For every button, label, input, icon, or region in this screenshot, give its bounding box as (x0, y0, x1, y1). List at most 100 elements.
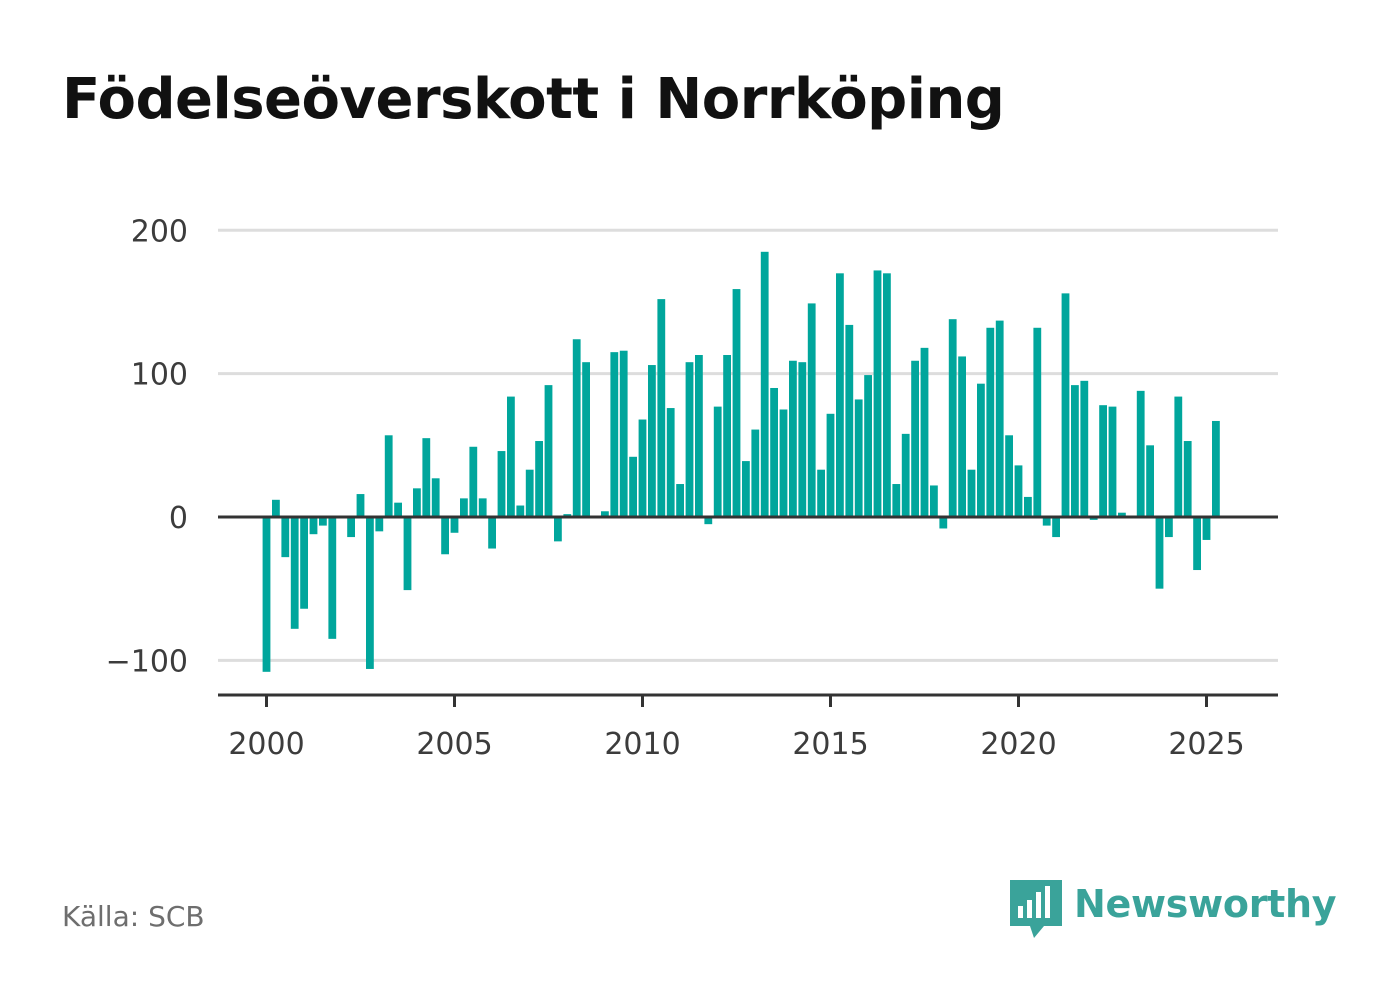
bar (460, 498, 468, 517)
bar (845, 324, 854, 517)
bar (469, 446, 478, 517)
bar (732, 289, 741, 517)
bar (582, 362, 590, 517)
bar (666, 408, 675, 517)
x-tick-label: 2025 (1168, 727, 1244, 762)
y-tick-label: 0 (169, 501, 188, 536)
bar (431, 478, 440, 517)
bar (883, 273, 891, 517)
bar (507, 396, 515, 517)
y-axis-ticks: −100 0 100 200 (106, 214, 188, 679)
page-title: Födelseöverskott i Norrköping (62, 67, 1005, 132)
bar (873, 270, 882, 517)
bar (488, 517, 496, 549)
bar (901, 433, 910, 517)
bar (789, 360, 797, 517)
bar (403, 517, 412, 591)
bar (760, 251, 769, 518)
bar (535, 441, 543, 517)
bar (610, 352, 619, 517)
bar (1099, 405, 1107, 517)
bar (1202, 517, 1211, 540)
bar (572, 339, 581, 517)
y-tick-label: −100 (106, 644, 188, 679)
bar (798, 362, 807, 517)
bar (1071, 385, 1079, 517)
bar (328, 517, 337, 639)
y-tick-label: 200 (131, 214, 188, 249)
bar (300, 517, 308, 609)
bar (958, 356, 966, 517)
bar (1014, 465, 1023, 517)
bar (1193, 517, 1201, 571)
bar (281, 517, 290, 558)
bar (685, 362, 694, 517)
bar (375, 517, 384, 532)
axes (218, 515, 1278, 697)
bar (704, 517, 713, 525)
bar (544, 385, 553, 517)
bar (648, 365, 656, 517)
bar (1061, 293, 1070, 517)
brand-name: Newsworthy (1074, 882, 1337, 926)
bar (1052, 517, 1060, 538)
bar (478, 498, 487, 517)
bar (1118, 512, 1126, 517)
bar (695, 355, 703, 517)
brand-logo[interactable]: Newsworthy (1010, 880, 1337, 942)
bar (1108, 406, 1117, 517)
y-tick-label: 100 (131, 358, 188, 393)
x-tick-label: 2000 (228, 727, 304, 762)
bar (657, 299, 666, 517)
bar (977, 383, 985, 517)
bar-chart-speech-bubble-icon (1010, 880, 1062, 938)
bar (619, 350, 628, 517)
bar (911, 360, 919, 517)
bar (554, 517, 562, 542)
source-note: Källa: SCB (62, 900, 205, 933)
bar (356, 494, 365, 517)
bar (723, 355, 731, 517)
bar (1183, 441, 1192, 517)
bar (807, 303, 816, 517)
bar (986, 327, 995, 517)
bar (1146, 445, 1154, 517)
bar (713, 406, 722, 517)
bar (930, 485, 938, 517)
bar (525, 469, 534, 517)
bar (290, 517, 299, 629)
bar (319, 517, 327, 526)
bar (1212, 420, 1220, 517)
bar (920, 347, 929, 517)
bar (262, 517, 271, 672)
bar (995, 320, 1004, 517)
bar (676, 484, 684, 517)
x-tick-label: 2020 (980, 727, 1056, 762)
bar (366, 517, 374, 669)
bar (394, 502, 402, 518)
bar (1042, 517, 1051, 526)
bar (1155, 517, 1164, 589)
bar (742, 461, 750, 517)
bar (854, 399, 863, 517)
bar (1165, 517, 1173, 538)
bar (864, 375, 872, 517)
bar (309, 517, 318, 535)
bar (450, 517, 459, 533)
bar (892, 484, 901, 517)
x-tick-label: 2010 (604, 727, 680, 762)
bar (422, 438, 431, 517)
bar (516, 505, 525, 517)
bar (347, 517, 355, 538)
bar (601, 511, 609, 517)
bar (939, 517, 948, 529)
bar (770, 387, 778, 517)
gridlines (218, 228, 1278, 662)
bar-chart: −100 0 100 200 2000 2005 2010 2015 2020 2025 (106, 214, 1278, 762)
bar (629, 456, 637, 517)
bar (817, 469, 825, 517)
x-tick-label: 2005 (416, 727, 492, 762)
bar (1174, 396, 1183, 517)
bar (497, 451, 506, 517)
bar (441, 517, 449, 555)
